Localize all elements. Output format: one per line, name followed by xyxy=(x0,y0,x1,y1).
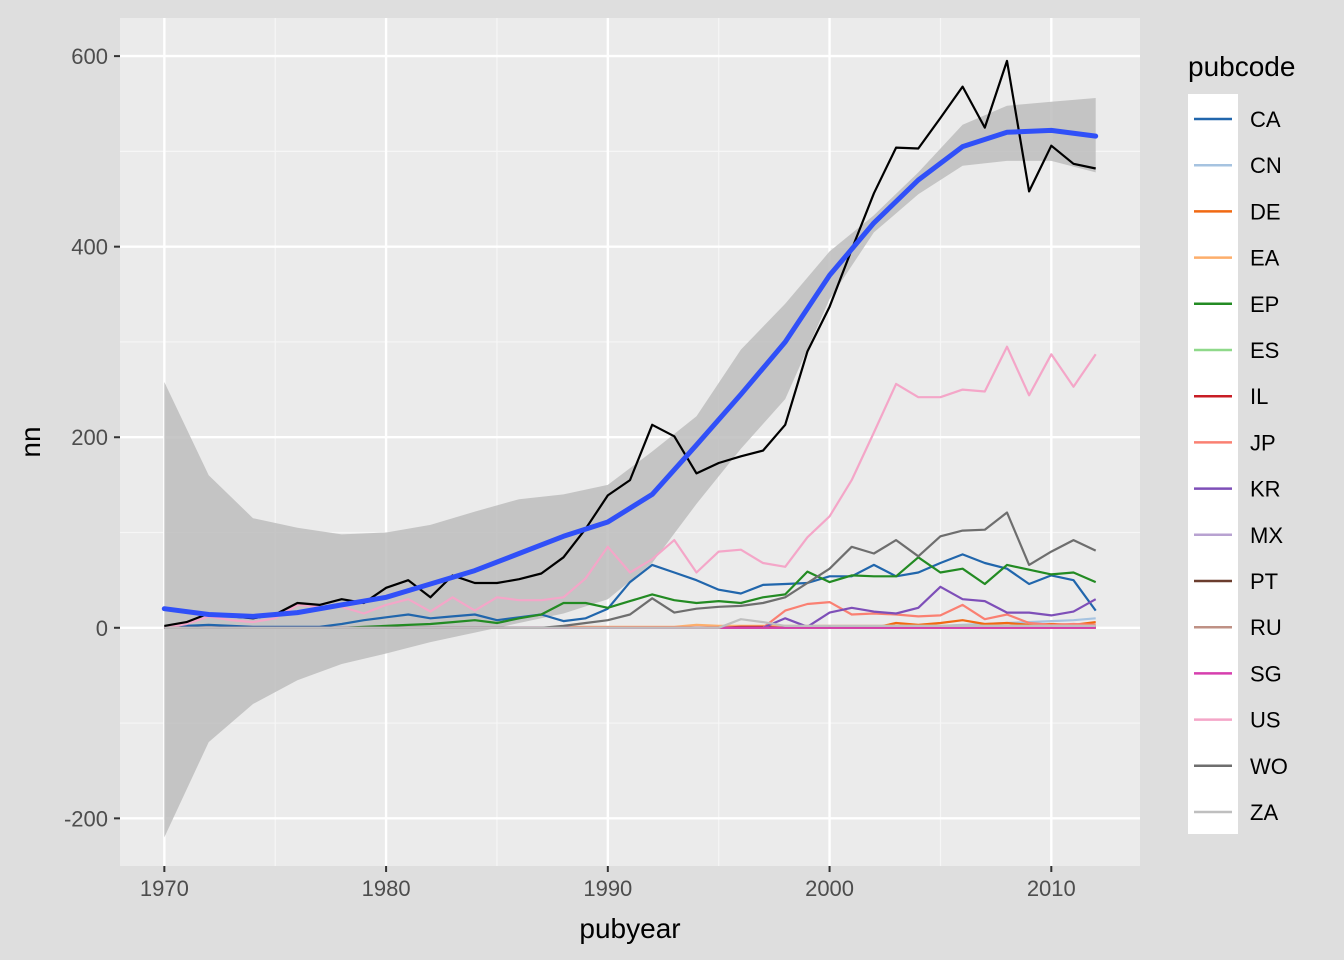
legend-label-jp: JP xyxy=(1250,430,1276,455)
legend-key-area xyxy=(1188,94,1238,834)
x-axis-title: pubyear xyxy=(579,913,680,944)
legend-label-ep: EP xyxy=(1250,292,1279,317)
legend-label-wo: WO xyxy=(1250,754,1288,779)
x-tick-label: 2010 xyxy=(1027,876,1076,901)
legend-label-pt: PT xyxy=(1250,569,1278,594)
legend-label-us: US xyxy=(1250,708,1281,733)
legend-label-il: IL xyxy=(1250,384,1268,409)
legend-label-ca: CA xyxy=(1250,107,1281,132)
legend-label-sg: SG xyxy=(1250,661,1282,686)
legend-label-es: ES xyxy=(1250,338,1279,363)
legend: pubcode CA CN DE EA EP ES IL JP KR MX PT RU SG US WO ZA xyxy=(1188,51,1295,834)
x-axis: 1970 1980 1990 2000 2010 xyxy=(140,866,1076,901)
y-axis-title: nn xyxy=(15,426,46,457)
y-tick-label: 400 xyxy=(71,235,108,260)
x-tick-label: 1990 xyxy=(583,876,632,901)
y-axis: -200 0 200 400 600 xyxy=(64,44,120,831)
x-tick-label: 2000 xyxy=(805,876,854,901)
x-tick-label: 1980 xyxy=(362,876,411,901)
y-tick-label: 600 xyxy=(71,44,108,69)
legend-label-za: ZA xyxy=(1250,800,1278,825)
legend-title: pubcode xyxy=(1188,51,1295,82)
legend-label-kr: KR xyxy=(1250,477,1281,502)
legend-label-ru: RU xyxy=(1250,615,1282,640)
x-tick-label: 1970 xyxy=(140,876,189,901)
y-tick-label: -200 xyxy=(64,806,108,831)
y-tick-label: 0 xyxy=(96,616,108,641)
legend-label-cn: CN xyxy=(1250,153,1282,178)
y-tick-label: 200 xyxy=(71,425,108,450)
legend-label-ea: EA xyxy=(1250,246,1280,271)
legend-label-de: DE xyxy=(1250,199,1281,224)
legend-label-mx: MX xyxy=(1250,523,1283,548)
